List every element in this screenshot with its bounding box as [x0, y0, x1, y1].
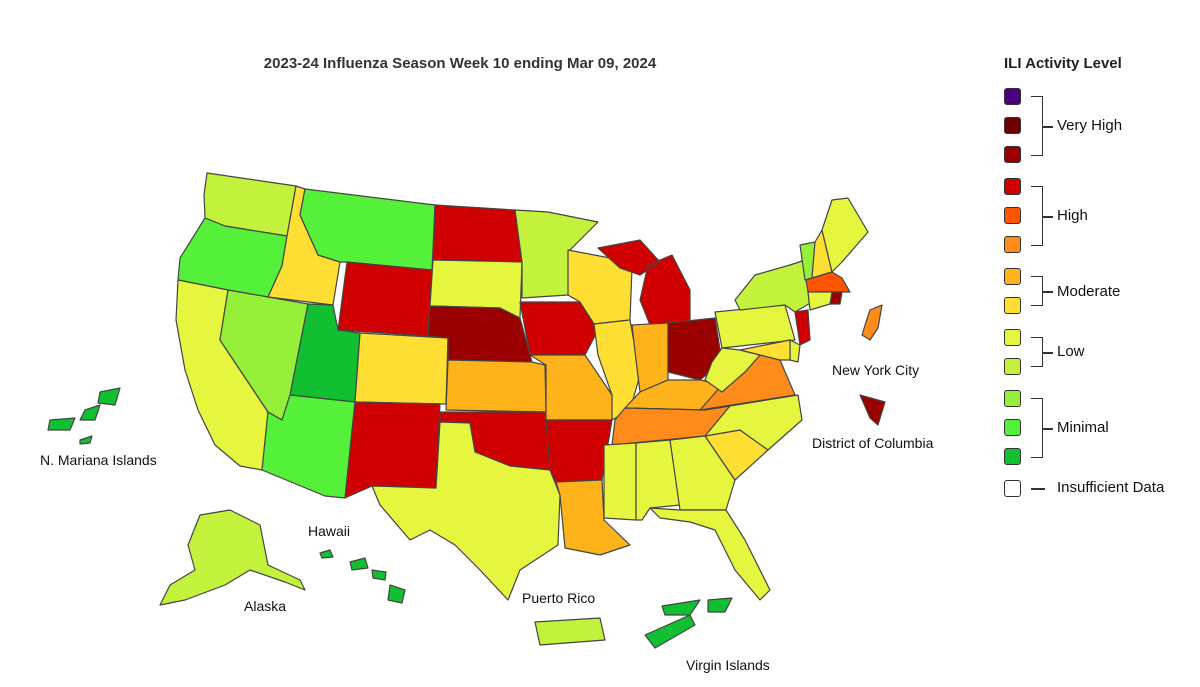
nyc-area[interactable]: [861, 304, 883, 341]
legend-group-high: High: [1057, 207, 1088, 224]
swatch-level-10: [1004, 178, 1021, 195]
state-MD[interactable]: [739, 339, 791, 361]
state-PR[interactable]: [534, 617, 606, 646]
dc-area[interactable]: [859, 394, 886, 426]
swatch-level-13: [1004, 88, 1021, 105]
swatch-level-11: [1004, 146, 1021, 163]
bracket-moderate: [1031, 276, 1043, 306]
state-KS[interactable]: [445, 359, 547, 413]
swatch-level-7: [1004, 268, 1021, 285]
legend-insufficient-label: Insufficient Data: [1057, 479, 1165, 496]
label-nyc: New York City: [832, 362, 919, 378]
state-TX[interactable]: [371, 421, 561, 601]
state-GA[interactable]: [669, 435, 736, 511]
swatch-level-6: [1004, 297, 1021, 314]
legend-title: ILI Activity Level: [1004, 55, 1122, 72]
legend: ILI Activity Level: [1004, 55, 1194, 86]
label-virgin-islands: Virgin Islands: [686, 657, 770, 673]
label-dc: District of Columbia: [812, 435, 934, 451]
state-MS[interactable]: [603, 442, 637, 521]
swatch-insufficient: [1004, 480, 1021, 497]
state-ME[interactable]: [821, 197, 869, 273]
state-HI[interactable]: [319, 549, 406, 604]
label-puerto-rico: Puerto Rico: [522, 590, 595, 606]
state-WV[interactable]: [704, 347, 761, 393]
insufficient-connector: [1031, 488, 1045, 490]
state-AK[interactable]: [159, 509, 306, 606]
legend-group-minimal: Minimal: [1057, 419, 1109, 436]
swatch-level-5: [1004, 329, 1021, 346]
swatch-level-9: [1004, 207, 1021, 224]
bracket-minimal: [1031, 398, 1043, 458]
map-title: 2023-24 Influenza Season Week 10 ending …: [263, 55, 657, 72]
swatch-level-4: [1004, 358, 1021, 375]
state-NY[interactable]: [734, 259, 813, 313]
state-NC[interactable]: [704, 394, 803, 451]
legend-group-moderate: Moderate: [1057, 283, 1121, 300]
us-map: N. Mariana Islands Hawaii Alaska Puerto …: [40, 172, 934, 673]
bracket-low: [1031, 337, 1043, 367]
swatch-level-3: [1004, 390, 1021, 407]
state-VI[interactable]: [644, 597, 733, 649]
label-hawaii: Hawaii: [308, 523, 350, 539]
state-ND[interactable]: [432, 204, 523, 263]
bracket-very-high: [1031, 96, 1043, 156]
label-nmi: N. Mariana Islands: [40, 452, 157, 468]
state-NMI[interactable]: [47, 387, 121, 445]
state-CO[interactable]: [354, 332, 449, 405]
swatch-level-1: [1004, 448, 1021, 465]
state-NM[interactable]: [344, 401, 441, 499]
state-IA[interactable]: [519, 301, 599, 356]
state-CT[interactable]: [807, 291, 833, 311]
swatch-level-8: [1004, 236, 1021, 253]
label-alaska: Alaska: [244, 598, 286, 614]
state-DE[interactable]: [789, 339, 801, 363]
state-LA[interactable]: [555, 479, 631, 556]
legend-group-low: Low: [1057, 343, 1085, 360]
state-FL[interactable]: [649, 507, 771, 601]
bracket-high: [1031, 186, 1043, 246]
swatch-level-2: [1004, 419, 1021, 436]
state-NJ[interactable]: [794, 309, 811, 346]
state-WY[interactable]: [337, 261, 433, 337]
swatch-level-12: [1004, 117, 1021, 134]
state-AR[interactable]: [545, 419, 613, 483]
legend-group-very-high: Very High: [1057, 117, 1123, 134]
